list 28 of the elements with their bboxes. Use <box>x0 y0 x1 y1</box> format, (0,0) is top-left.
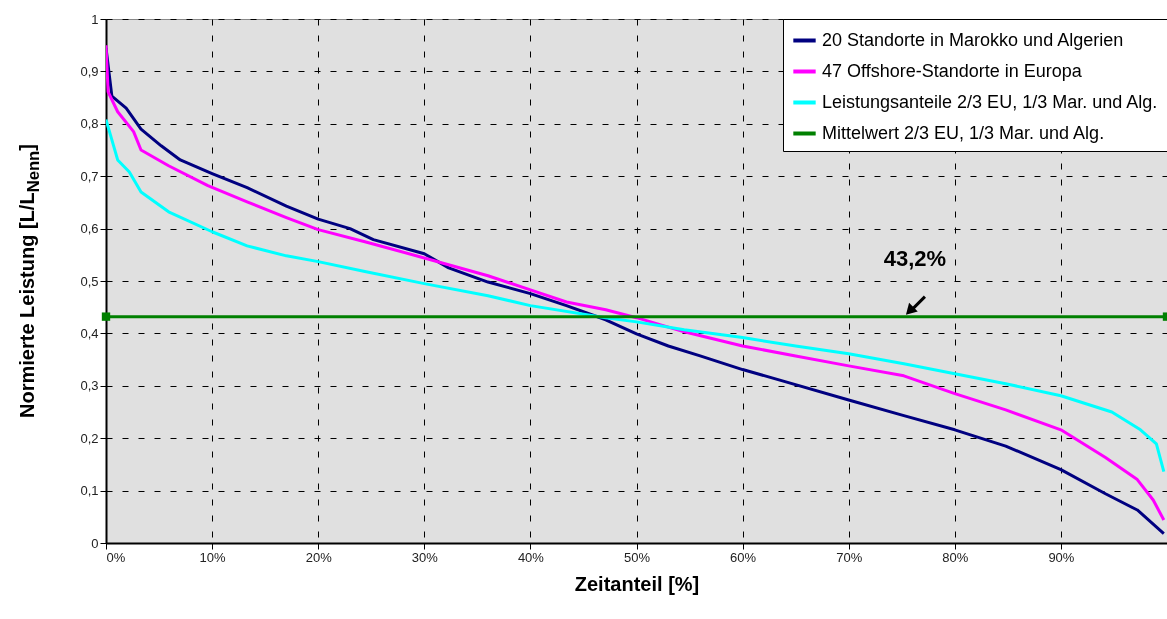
legend-label: Mittelwert 2/3 EU, 1/3 Mar. und Alg. <box>822 122 1105 143</box>
x-tick-label: 70% <box>836 549 863 565</box>
y-tick-label: 0,7 <box>80 168 99 184</box>
legend-label: 20 Standorte in Marokko und Algerien <box>822 29 1124 50</box>
x-tick-label: 40% <box>517 549 545 565</box>
x-tick-label: 50% <box>623 549 651 565</box>
annotation: 43,2% <box>883 245 947 271</box>
line-series <box>106 118 1166 474</box>
x-tick-label: 0% <box>106 549 126 565</box>
x-tick-label: 80% <box>942 549 969 565</box>
y-tick-label: 1 <box>91 11 99 27</box>
x-axis-title: Zeitanteil [%] <box>574 572 700 595</box>
x-tick-label: 30% <box>411 549 439 565</box>
x-tick-label: 10% <box>199 549 227 565</box>
legend-label: 47 Offshore-Standorte in Europa <box>822 60 1083 81</box>
y-tick-label: 0,1 <box>80 483 99 499</box>
y-tick-label: 0,3 <box>80 378 99 394</box>
x-tick-label: 90% <box>1048 549 1075 565</box>
legend-label: Leistungsanteile 2/3 EU, 1/3 Mar. und Alg. <box>822 91 1158 112</box>
y-tick-label: 0,6 <box>80 221 99 237</box>
y-tick-label: 0,5 <box>80 273 99 289</box>
y-tick-label: 0,2 <box>80 430 99 446</box>
y-tick-label: 0,4 <box>80 325 99 341</box>
x-tick-label: 60% <box>730 549 757 565</box>
y-tick-label: 0,9 <box>80 63 99 79</box>
y-tick-label: 0 <box>91 535 99 551</box>
y-tick-label: 0,8 <box>80 116 99 132</box>
x-tick-label: 20% <box>305 549 333 565</box>
